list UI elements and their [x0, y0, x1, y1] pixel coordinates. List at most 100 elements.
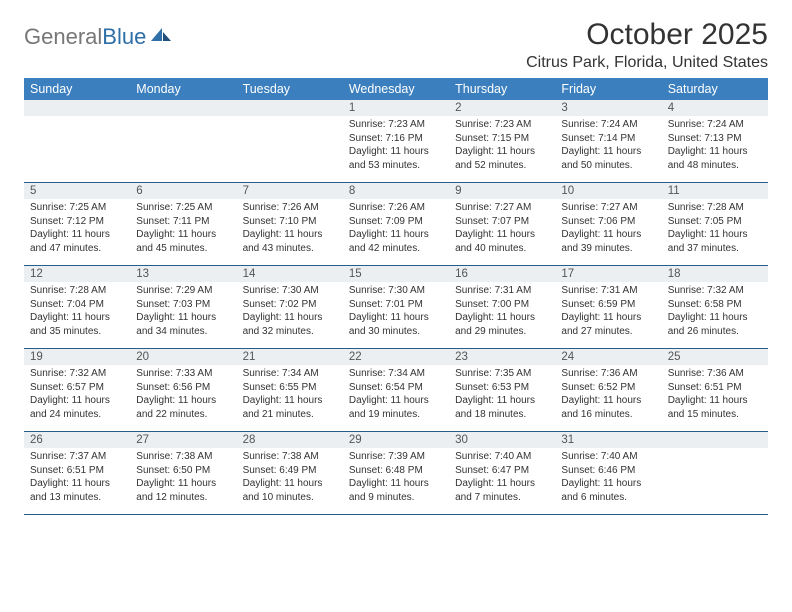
day-cell: 20Sunrise: 7:33 AMSunset: 6:56 PMDayligh…	[130, 349, 236, 431]
day-info: Sunrise: 7:33 AMSunset: 6:56 PMDaylight:…	[130, 365, 236, 425]
day-number	[237, 100, 343, 116]
day-cell: 28Sunrise: 7:38 AMSunset: 6:49 PMDayligh…	[237, 432, 343, 514]
sunrise-text: Sunrise: 7:24 AM	[561, 118, 655, 132]
sunrise-text: Sunrise: 7:36 AM	[668, 367, 762, 381]
logo-sail-icon	[149, 26, 173, 49]
day-info: Sunrise: 7:24 AMSunset: 7:13 PMDaylight:…	[662, 116, 768, 176]
logo-text: GeneralBlue	[24, 24, 146, 50]
day-info: Sunrise: 7:34 AMSunset: 6:54 PMDaylight:…	[343, 365, 449, 425]
day-info: Sunrise: 7:38 AMSunset: 6:49 PMDaylight:…	[237, 448, 343, 508]
day-number: 22	[343, 349, 449, 365]
day-cell: 21Sunrise: 7:34 AMSunset: 6:55 PMDayligh…	[237, 349, 343, 431]
day-number	[662, 432, 768, 448]
day-info: Sunrise: 7:29 AMSunset: 7:03 PMDaylight:…	[130, 282, 236, 342]
daylight-text: Daylight: 11 hours and 42 minutes.	[349, 228, 443, 255]
day-number: 11	[662, 183, 768, 199]
day-info: Sunrise: 7:24 AMSunset: 7:14 PMDaylight:…	[555, 116, 661, 176]
day-info: Sunrise: 7:31 AMSunset: 7:00 PMDaylight:…	[449, 282, 555, 342]
day-number: 23	[449, 349, 555, 365]
logo: GeneralBlue	[24, 18, 173, 50]
day-cell: 1Sunrise: 7:23 AMSunset: 7:16 PMDaylight…	[343, 100, 449, 182]
day-number: 27	[130, 432, 236, 448]
daylight-text: Daylight: 11 hours and 18 minutes.	[455, 394, 549, 421]
sunset-text: Sunset: 6:59 PM	[561, 298, 655, 312]
sunrise-text: Sunrise: 7:36 AM	[561, 367, 655, 381]
day-header-thu: Thursday	[449, 78, 555, 100]
day-cell: 27Sunrise: 7:38 AMSunset: 6:50 PMDayligh…	[130, 432, 236, 514]
day-cell: 6Sunrise: 7:25 AMSunset: 7:11 PMDaylight…	[130, 183, 236, 265]
sunset-text: Sunset: 6:48 PM	[349, 464, 443, 478]
sunrise-text: Sunrise: 7:23 AM	[349, 118, 443, 132]
day-info: Sunrise: 7:36 AMSunset: 6:51 PMDaylight:…	[662, 365, 768, 425]
sunset-text: Sunset: 7:13 PM	[668, 132, 762, 146]
sunset-text: Sunset: 6:51 PM	[30, 464, 124, 478]
day-number: 2	[449, 100, 555, 116]
day-cell: 23Sunrise: 7:35 AMSunset: 6:53 PMDayligh…	[449, 349, 555, 431]
sunset-text: Sunset: 7:03 PM	[136, 298, 230, 312]
sunrise-text: Sunrise: 7:24 AM	[668, 118, 762, 132]
day-number: 12	[24, 266, 130, 282]
day-cell: 8Sunrise: 7:26 AMSunset: 7:09 PMDaylight…	[343, 183, 449, 265]
day-number: 18	[662, 266, 768, 282]
sunrise-text: Sunrise: 7:27 AM	[455, 201, 549, 215]
sunrise-text: Sunrise: 7:37 AM	[30, 450, 124, 464]
daylight-text: Daylight: 11 hours and 32 minutes.	[243, 311, 337, 338]
daylight-text: Daylight: 11 hours and 30 minutes.	[349, 311, 443, 338]
logo-text-blue: Blue	[102, 24, 146, 49]
day-cell: 10Sunrise: 7:27 AMSunset: 7:06 PMDayligh…	[555, 183, 661, 265]
sunrise-text: Sunrise: 7:31 AM	[455, 284, 549, 298]
daylight-text: Daylight: 11 hours and 27 minutes.	[561, 311, 655, 338]
day-info	[662, 448, 768, 454]
sunrise-text: Sunrise: 7:26 AM	[243, 201, 337, 215]
day-number: 9	[449, 183, 555, 199]
daylight-text: Daylight: 11 hours and 22 minutes.	[136, 394, 230, 421]
day-info: Sunrise: 7:37 AMSunset: 6:51 PMDaylight:…	[24, 448, 130, 508]
day-info: Sunrise: 7:30 AMSunset: 7:01 PMDaylight:…	[343, 282, 449, 342]
daylight-text: Daylight: 11 hours and 40 minutes.	[455, 228, 549, 255]
sunrise-text: Sunrise: 7:30 AM	[349, 284, 443, 298]
day-number	[130, 100, 236, 116]
day-number: 6	[130, 183, 236, 199]
day-info: Sunrise: 7:26 AMSunset: 7:10 PMDaylight:…	[237, 199, 343, 259]
day-cell: 30Sunrise: 7:40 AMSunset: 6:47 PMDayligh…	[449, 432, 555, 514]
daylight-text: Daylight: 11 hours and 26 minutes.	[668, 311, 762, 338]
day-number: 29	[343, 432, 449, 448]
daylight-text: Daylight: 11 hours and 29 minutes.	[455, 311, 549, 338]
location: Citrus Park, Florida, United States	[526, 54, 768, 72]
day-number: 26	[24, 432, 130, 448]
sunrise-text: Sunrise: 7:31 AM	[561, 284, 655, 298]
sunrise-text: Sunrise: 7:29 AM	[136, 284, 230, 298]
daylight-text: Daylight: 11 hours and 16 minutes.	[561, 394, 655, 421]
day-info: Sunrise: 7:32 AMSunset: 6:57 PMDaylight:…	[24, 365, 130, 425]
day-cell: 31Sunrise: 7:40 AMSunset: 6:46 PMDayligh…	[555, 432, 661, 514]
day-cell: 12Sunrise: 7:28 AMSunset: 7:04 PMDayligh…	[24, 266, 130, 348]
sunset-text: Sunset: 6:50 PM	[136, 464, 230, 478]
daylight-text: Daylight: 11 hours and 12 minutes.	[136, 477, 230, 504]
day-cell: 3Sunrise: 7:24 AMSunset: 7:14 PMDaylight…	[555, 100, 661, 182]
week-row: 1Sunrise: 7:23 AMSunset: 7:16 PMDaylight…	[24, 100, 768, 183]
day-info: Sunrise: 7:23 AMSunset: 7:15 PMDaylight:…	[449, 116, 555, 176]
title-block: October 2025 Citrus Park, Florida, Unite…	[526, 18, 768, 72]
daylight-text: Daylight: 11 hours and 47 minutes.	[30, 228, 124, 255]
sunset-text: Sunset: 6:53 PM	[455, 381, 549, 395]
day-cell	[237, 100, 343, 182]
daylight-text: Daylight: 11 hours and 24 minutes.	[30, 394, 124, 421]
day-cell: 19Sunrise: 7:32 AMSunset: 6:57 PMDayligh…	[24, 349, 130, 431]
sunset-text: Sunset: 7:14 PM	[561, 132, 655, 146]
day-cell: 14Sunrise: 7:30 AMSunset: 7:02 PMDayligh…	[237, 266, 343, 348]
sunset-text: Sunset: 7:00 PM	[455, 298, 549, 312]
week-row: 26Sunrise: 7:37 AMSunset: 6:51 PMDayligh…	[24, 432, 768, 515]
day-header-fri: Friday	[555, 78, 661, 100]
sunset-text: Sunset: 6:46 PM	[561, 464, 655, 478]
day-cell: 4Sunrise: 7:24 AMSunset: 7:13 PMDaylight…	[662, 100, 768, 182]
sunset-text: Sunset: 7:12 PM	[30, 215, 124, 229]
day-cell: 25Sunrise: 7:36 AMSunset: 6:51 PMDayligh…	[662, 349, 768, 431]
day-info: Sunrise: 7:25 AMSunset: 7:12 PMDaylight:…	[24, 199, 130, 259]
day-cell	[130, 100, 236, 182]
day-cell: 7Sunrise: 7:26 AMSunset: 7:10 PMDaylight…	[237, 183, 343, 265]
daylight-text: Daylight: 11 hours and 15 minutes.	[668, 394, 762, 421]
daylight-text: Daylight: 11 hours and 35 minutes.	[30, 311, 124, 338]
sunset-text: Sunset: 7:05 PM	[668, 215, 762, 229]
day-number: 8	[343, 183, 449, 199]
day-cell: 26Sunrise: 7:37 AMSunset: 6:51 PMDayligh…	[24, 432, 130, 514]
